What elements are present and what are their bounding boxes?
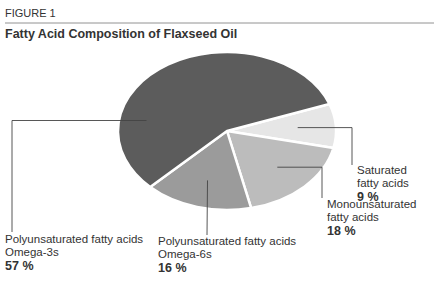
labels: Saturatedfatty acids9 %Monounsaturatedfa… <box>5 121 417 276</box>
header-rule <box>5 23 434 24</box>
leader-line <box>298 128 352 165</box>
category-label-line: Polyunsaturated fatty acids <box>5 233 143 245</box>
slices <box>118 52 336 210</box>
category-label-line: Polyunsaturated fatty acids <box>158 235 296 247</box>
category-label-line: Omega-6s <box>158 248 212 260</box>
category-label: Polyunsaturated fatty acidsOmega-3s <box>5 233 143 258</box>
category-label: Saturatedfatty acids <box>357 164 409 189</box>
category-label-line: Monounsaturated <box>327 198 417 210</box>
category-label: Polyunsaturated fatty acidsOmega-6s <box>158 235 296 260</box>
figure-label: FIGURE 1 <box>5 7 56 19</box>
leader-line <box>277 167 322 198</box>
leader-line <box>12 121 147 233</box>
leader-line <box>207 180 209 235</box>
data-label: 16 % <box>158 261 187 275</box>
chart: FIGURE 1 Fatty Acid Composition of Flaxse… <box>0 0 439 296</box>
category-label: Monounsaturatedfatty acids <box>327 198 417 223</box>
category-label-line: Omega-3s <box>5 246 59 258</box>
data-label: 57 % <box>5 259 34 273</box>
category-label-line: Saturated <box>357 164 407 176</box>
chart-title: Fatty Acid Composition of Flaxseed Oil <box>5 27 237 41</box>
category-label-line: fatty acids <box>327 211 379 223</box>
category-label-line: fatty acids <box>357 177 409 189</box>
data-label: 18 % <box>327 224 356 238</box>
